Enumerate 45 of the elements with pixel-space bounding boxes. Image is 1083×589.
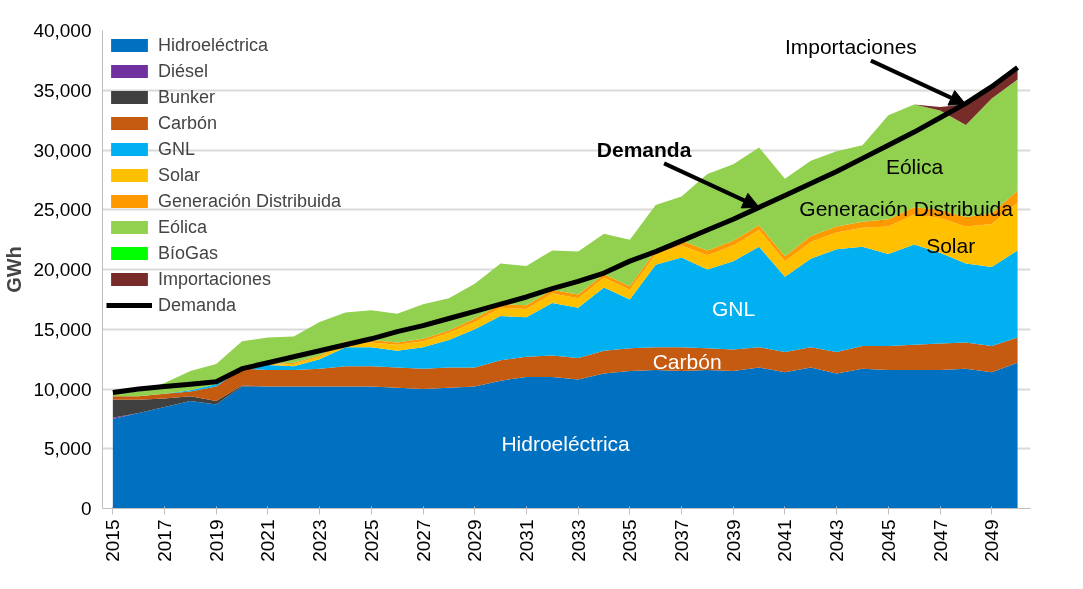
- x-tick-label: 2021: [257, 519, 279, 562]
- x-tick-label: 2025: [360, 519, 382, 562]
- y-tick-label: 30,000: [33, 139, 92, 161]
- annotation: Importaciones: [784, 35, 917, 59]
- annotation: Eólica: [885, 155, 944, 179]
- x-tick-label: 2043: [826, 519, 848, 562]
- x-tick-label: 2047: [929, 519, 951, 562]
- x-tick-label: 2049: [981, 519, 1003, 562]
- x-tick-label: 2041: [774, 519, 796, 562]
- legend-label: Carbón: [158, 112, 218, 134]
- y-tick-label: 15,000: [33, 318, 92, 340]
- legend-label: Diésel: [158, 60, 209, 82]
- y-tick-label: 40,000: [33, 20, 92, 41]
- y-tick-label: 35,000: [33, 79, 92, 101]
- annotation: Solar: [926, 233, 976, 257]
- legend-label: Hidroeléctrica: [158, 34, 269, 56]
- y-axis-title: GWh: [3, 246, 26, 293]
- y-tick-label: 5,000: [43, 438, 92, 460]
- x-tick-label: 2023: [309, 519, 331, 562]
- legend-label: Eólica: [158, 216, 208, 238]
- annotation: Demanda: [596, 137, 692, 161]
- legend-label: GNL: [158, 138, 196, 160]
- x-tick-label: 2039: [722, 519, 744, 562]
- x-tick-label: 2031: [515, 519, 537, 562]
- annotation: GNL: [711, 297, 756, 321]
- x-tick-label: 2019: [205, 519, 227, 562]
- x-tick-label: 2033: [567, 519, 589, 562]
- y-tick-label: 10,000: [33, 378, 92, 400]
- legend-label: Generación Distribuida: [158, 190, 342, 212]
- x-tick-label: 2037: [671, 519, 693, 562]
- x-tick-label: 2045: [877, 519, 899, 562]
- legend-label: BíoGas: [158, 242, 219, 264]
- y-tick-label: 20,000: [33, 259, 92, 280]
- legend-label: Demanda: [158, 294, 237, 316]
- legend-label: Solar: [158, 164, 201, 186]
- x-tick-label: 2017: [154, 519, 176, 562]
- legend-label: Bunker: [158, 86, 216, 108]
- y-tick-label: 0: [80, 498, 92, 519]
- x-tick-label: 2027: [412, 519, 434, 562]
- x-tick-label: 2035: [619, 519, 641, 562]
- annotation: Generación Distribuida: [799, 197, 1014, 221]
- y-tick-label: 25,000: [33, 199, 92, 221]
- x-tick-label: 2015: [102, 519, 124, 562]
- x-tick-label: 2029: [464, 519, 486, 562]
- legend-label: Importaciones: [158, 268, 272, 290]
